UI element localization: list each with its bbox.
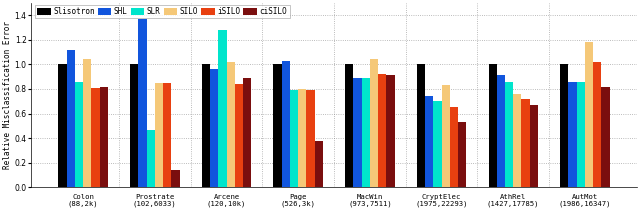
Bar	[530, 105, 538, 188]
Bar	[602, 87, 610, 188]
Bar	[497, 75, 505, 188]
Legend: Slisotron, SHL, SLR, SILO, iSILO, ciSILO: Slisotron, SHL, SLR, SILO, iSILO, ciSILO	[35, 5, 289, 18]
Bar	[282, 61, 290, 188]
Y-axis label: Relative Misclassification Error: Relative Misclassification Error	[3, 21, 12, 169]
Bar	[83, 59, 92, 188]
Bar	[425, 96, 433, 188]
Bar	[450, 108, 458, 188]
Bar	[505, 81, 513, 188]
Bar	[458, 122, 467, 188]
Bar	[235, 84, 243, 188]
Bar	[163, 83, 172, 188]
Bar	[155, 83, 163, 188]
Bar	[307, 90, 315, 188]
Bar	[58, 64, 67, 188]
Bar	[130, 64, 138, 188]
Bar	[315, 141, 323, 188]
Bar	[345, 64, 353, 188]
Bar	[210, 69, 218, 188]
Bar	[218, 30, 227, 188]
Bar	[585, 42, 593, 188]
Bar	[370, 59, 378, 188]
Bar	[147, 130, 155, 188]
Bar	[92, 88, 100, 188]
Bar	[362, 78, 370, 188]
Bar	[298, 89, 307, 188]
Bar	[488, 64, 497, 188]
Bar	[100, 87, 108, 188]
Bar	[273, 64, 282, 188]
Bar	[522, 99, 530, 188]
Bar	[138, 19, 147, 188]
Bar	[593, 62, 602, 188]
Bar	[560, 64, 568, 188]
Bar	[353, 78, 362, 188]
Bar	[243, 78, 252, 188]
Bar	[442, 85, 450, 188]
Bar	[172, 170, 180, 188]
Bar	[568, 81, 577, 188]
Bar	[290, 90, 298, 188]
Bar	[227, 62, 235, 188]
Bar	[513, 94, 522, 188]
Bar	[67, 50, 75, 188]
Bar	[417, 64, 425, 188]
Bar	[433, 101, 442, 188]
Bar	[577, 81, 585, 188]
Bar	[387, 75, 395, 188]
Bar	[75, 81, 83, 188]
Bar	[378, 74, 387, 188]
Bar	[202, 64, 210, 188]
